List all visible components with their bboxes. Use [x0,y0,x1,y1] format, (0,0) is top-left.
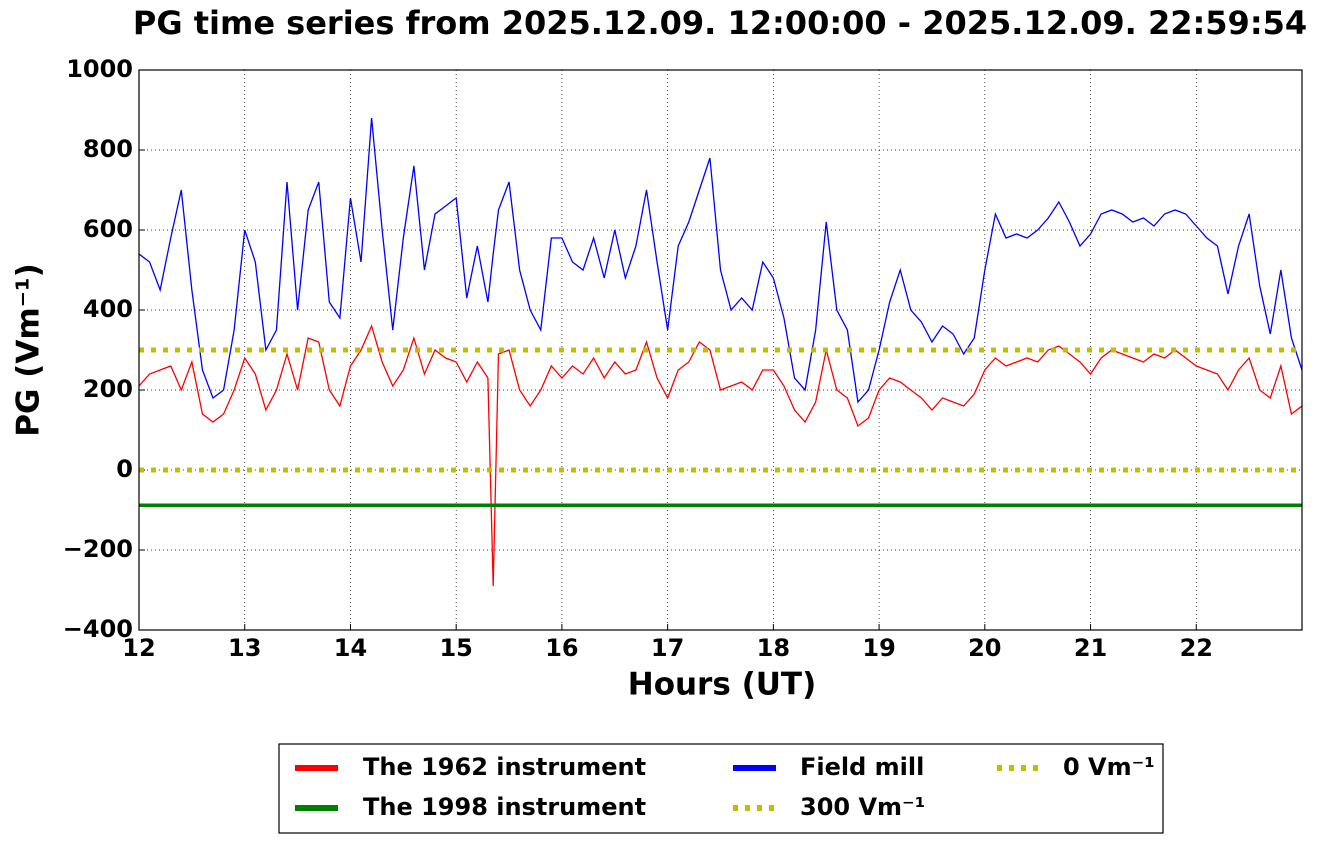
y-tick-label: 0 [116,455,133,483]
y-tick-label: 800 [83,135,133,163]
plot-frame [138,69,1303,631]
y-tick-label: 400 [83,295,133,323]
legend-label: The 1962 instrument [363,753,646,781]
x-axis-label: Hours (UT) [628,667,817,703]
x-tick-label: 19 [862,634,895,662]
y-tick-label: −200 [63,535,133,563]
x-tick-label: 17 [651,634,684,662]
series-line [139,324,1302,587]
y-tick-label: 1000 [66,55,133,83]
legend-label: Field mill [800,753,924,781]
y-tick-label: 200 [83,375,133,403]
y-tick-label: 600 [83,215,133,243]
x-tick-label: 15 [439,634,472,662]
y-tick-label: −400 [63,615,133,643]
x-tick-label: 22 [1180,634,1213,662]
legend-box [278,743,1164,834]
chart-title: PG time series from 2025.12.09. 12:00:00… [133,4,1307,42]
x-tick-label: 18 [757,634,790,662]
x-tick-label: 12 [122,634,155,662]
legend-label: The 1998 instrument [363,793,646,821]
series-line [139,117,1302,404]
x-tick-label: 20 [968,634,1001,662]
x-tick-label: 14 [334,634,367,662]
x-tick-label: 16 [545,634,578,662]
legend-label: 300 Vm⁻¹ [800,793,925,821]
legend-label: 0 Vm⁻¹ [1063,753,1155,781]
x-tick-label: 13 [228,634,261,662]
x-tick-label: 21 [1074,634,1107,662]
y-axis-label: PG (Vm⁻¹) [11,263,47,437]
